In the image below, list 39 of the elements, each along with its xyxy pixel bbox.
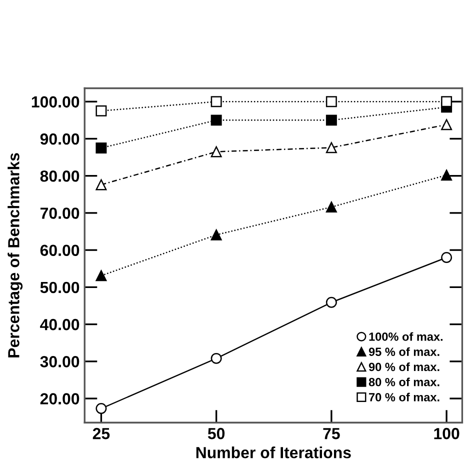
y-tick-label: 60.00 bbox=[40, 244, 80, 256]
y-tick-label: 80.00 bbox=[40, 170, 80, 182]
point bbox=[326, 202, 337, 213]
y-tick-label: 30.00 bbox=[40, 356, 80, 368]
point bbox=[326, 114, 337, 126]
x-tick-label: 100 bbox=[434, 428, 460, 440]
x-tick-label: 50 bbox=[208, 428, 225, 440]
y-tick-label: 90.00 bbox=[40, 133, 80, 145]
legend-label: 80 % of max. bbox=[368, 378, 440, 386]
y-axis-title: Percentage of Benchmarks bbox=[8, 153, 23, 358]
y-tick-label: 70.00 bbox=[40, 208, 80, 219]
x-tick-label: 75 bbox=[323, 428, 340, 440]
y-tick-label: 50.00 bbox=[40, 282, 80, 294]
point bbox=[210, 229, 222, 240]
point bbox=[96, 142, 107, 154]
x-tick-label: 25 bbox=[92, 428, 110, 440]
legend-label: 95 % of max. bbox=[368, 347, 440, 356]
x-axis-title: Number of Iterations bbox=[196, 446, 351, 458]
point bbox=[441, 96, 452, 108]
y-tick-label: 20.00 bbox=[40, 393, 80, 404]
point bbox=[96, 179, 107, 190]
point bbox=[326, 142, 337, 154]
legend-label: 70 % of max. bbox=[369, 392, 440, 402]
point bbox=[96, 270, 107, 282]
point bbox=[210, 96, 222, 108]
point bbox=[441, 119, 452, 130]
point bbox=[326, 296, 337, 308]
point bbox=[210, 114, 222, 126]
point bbox=[326, 96, 337, 108]
point bbox=[441, 170, 452, 181]
point bbox=[210, 146, 222, 158]
legend-label: 90 % of max. bbox=[368, 362, 440, 372]
point bbox=[96, 403, 107, 414]
y-tick-label: 100.00 bbox=[32, 96, 80, 108]
point bbox=[210, 352, 222, 364]
legend-label: 100% of max. bbox=[369, 332, 443, 341]
point bbox=[96, 105, 107, 116]
y-tick-label: 40.00 bbox=[40, 318, 80, 330]
point bbox=[441, 252, 452, 263]
